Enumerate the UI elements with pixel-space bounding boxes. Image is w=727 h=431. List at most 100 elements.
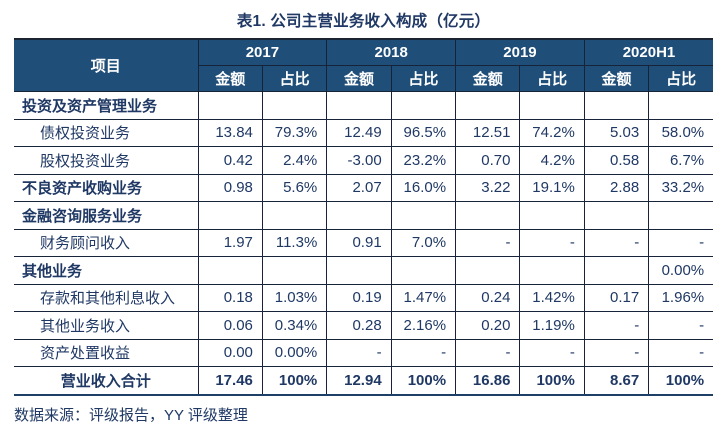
table-cell: 100% bbox=[519, 366, 585, 396]
table-cell: 12.49 bbox=[326, 118, 392, 147]
data-source-note: 数据来源：评级报告，YY 评级整理 bbox=[14, 406, 248, 424]
table-row: 金融咨询服务业务 bbox=[14, 201, 714, 230]
table-cell bbox=[390, 91, 457, 120]
table-cell bbox=[455, 91, 521, 120]
table-cell: 2.07 bbox=[326, 173, 392, 202]
row-label: 财务顾问收入 bbox=[14, 228, 199, 257]
table-cell bbox=[261, 256, 328, 285]
table-header: 项目 2017 2018 2019 2020H1 金额 占比 金额 占比 金额 … bbox=[14, 38, 714, 92]
row-label: 资产处置收益 bbox=[14, 338, 199, 367]
table-row: 其他业务收入 0.06 0.34% 0.28 2.16% 0.20 1.19% - - bbox=[14, 311, 714, 340]
table-row: 资产处置收益 0.00 0.00% - - - - - - bbox=[14, 338, 714, 367]
table-cell: 1.96% bbox=[648, 283, 714, 312]
table-cell bbox=[583, 201, 650, 230]
table-cell: - bbox=[326, 338, 392, 367]
table-row: 债权投资业务 13.84 79.3% 12.49 96.5% 12.51 74.2% 5.03… bbox=[14, 118, 714, 147]
table-cell: - bbox=[455, 228, 521, 257]
table-cell: 58.0% bbox=[648, 118, 714, 147]
table-cell bbox=[197, 256, 263, 285]
table-row: 股权投资业务 0.42 2.4% -3.00 23.2% 0.70 4.2% 0.58 6.7% bbox=[14, 146, 714, 175]
table-cell bbox=[455, 201, 521, 230]
table-cell: - bbox=[583, 338, 650, 367]
table-cell: 16.0% bbox=[390, 173, 457, 202]
table-cell: 17.46 bbox=[197, 366, 263, 396]
table-cell: - bbox=[390, 338, 457, 367]
table-cell: - bbox=[583, 228, 650, 257]
year-header-2017: 2017 bbox=[197, 38, 328, 66]
table-cell: 0.70 bbox=[455, 146, 521, 175]
row-label: 债权投资业务 bbox=[14, 118, 199, 147]
table-cell bbox=[455, 256, 521, 285]
table-row: 投资及资产管理业务 bbox=[14, 91, 714, 120]
table-cell: - bbox=[519, 228, 585, 257]
table-cell: 11.3% bbox=[261, 228, 328, 257]
row-label: 不良资产收购业务 bbox=[14, 173, 199, 202]
table-cell: 8.67 bbox=[583, 366, 650, 396]
subheader-ratio: 占比 bbox=[519, 65, 585, 92]
table-cell: 0.42 bbox=[197, 146, 263, 175]
table-cell: - bbox=[648, 228, 714, 257]
subheader-ratio: 占比 bbox=[648, 65, 714, 92]
table-cell bbox=[648, 91, 714, 120]
table-cell: 3.22 bbox=[455, 173, 521, 202]
row-label: 存款和其他利息收入 bbox=[14, 283, 199, 312]
row-label: 投资及资产管理业务 bbox=[14, 91, 199, 120]
table-cell: 0.91 bbox=[326, 228, 392, 257]
table-cell: 100% bbox=[648, 366, 714, 396]
table-cell: 2.4% bbox=[261, 146, 328, 175]
table-cell: 0.00 bbox=[197, 338, 263, 367]
table-cell: 12.94 bbox=[326, 366, 392, 396]
table-cell: -3.00 bbox=[326, 146, 392, 175]
table-cell bbox=[197, 91, 263, 120]
table-cell: 0.00% bbox=[648, 256, 714, 285]
table-cell bbox=[390, 256, 457, 285]
table-cell: - bbox=[648, 338, 714, 367]
row-label: 股权投资业务 bbox=[14, 146, 199, 175]
table-cell: 1.03% bbox=[261, 283, 328, 312]
table-cell bbox=[519, 256, 585, 285]
table-cell: 1.19% bbox=[519, 311, 585, 340]
table-cell: 74.2% bbox=[519, 118, 585, 147]
row-label: 其他业务收入 bbox=[14, 311, 199, 340]
table-cell: 1.42% bbox=[519, 283, 585, 312]
table-cell: 0.06 bbox=[197, 311, 263, 340]
year-header-2019: 2019 bbox=[455, 38, 585, 66]
table-cell bbox=[326, 91, 392, 120]
table-cell bbox=[261, 201, 328, 230]
row-label: 营业收入合计 bbox=[14, 366, 199, 396]
table-cell: 19.1% bbox=[519, 173, 585, 202]
table-body: 投资及资产管理业务 债权投资业务 13.84 79.3% 12.49 96.5% 12.51… bbox=[14, 91, 714, 396]
table-cell bbox=[261, 91, 328, 120]
table-title: 表1. 公司主营业务收入构成（亿元） bbox=[236, 13, 491, 30]
subheader-ratio: 占比 bbox=[390, 65, 457, 92]
year-header-row: 项目 2017 2018 2019 2020H1 bbox=[14, 38, 714, 92]
table-cell bbox=[197, 201, 263, 230]
table-cell: 0.18 bbox=[197, 283, 263, 312]
subheader-row: 金额 占比 金额 占比 金额 占比 金额 占比 bbox=[14, 65, 714, 92]
row-label: 金融咨询服务业务 bbox=[14, 201, 199, 230]
table-cell: - bbox=[648, 311, 714, 340]
year-header-2018: 2018 bbox=[326, 38, 457, 66]
table-cell: 4.2% bbox=[519, 146, 585, 175]
table-cell: 96.5% bbox=[390, 118, 457, 147]
table-cell: 6.7% bbox=[648, 146, 714, 175]
revenue-composition-table: 项目 2017 2018 2019 2020H1 金额 占比 金额 占比 金额 … bbox=[14, 38, 714, 396]
table-cell: 0.17 bbox=[583, 283, 650, 312]
table-cell bbox=[519, 91, 585, 120]
table-cell: 100% bbox=[390, 366, 457, 396]
table-cell: 12.51 bbox=[455, 118, 521, 147]
column-header-item: 项目 bbox=[14, 38, 199, 92]
table-row: 其他业务 0.00% bbox=[14, 256, 714, 285]
subheader-amount: 金额 bbox=[583, 65, 650, 92]
table-cell: 0.34% bbox=[261, 311, 328, 340]
table-cell bbox=[326, 256, 392, 285]
table-cell bbox=[648, 201, 714, 230]
table-cell: 0.19 bbox=[326, 283, 392, 312]
table-cell: 2.88 bbox=[583, 173, 650, 202]
table-cell: 79.3% bbox=[261, 118, 328, 147]
table-cell: 100% bbox=[261, 366, 328, 396]
table-cell: - bbox=[455, 338, 521, 367]
table-cell: 1.47% bbox=[390, 283, 457, 312]
row-label: 其他业务 bbox=[14, 256, 199, 285]
